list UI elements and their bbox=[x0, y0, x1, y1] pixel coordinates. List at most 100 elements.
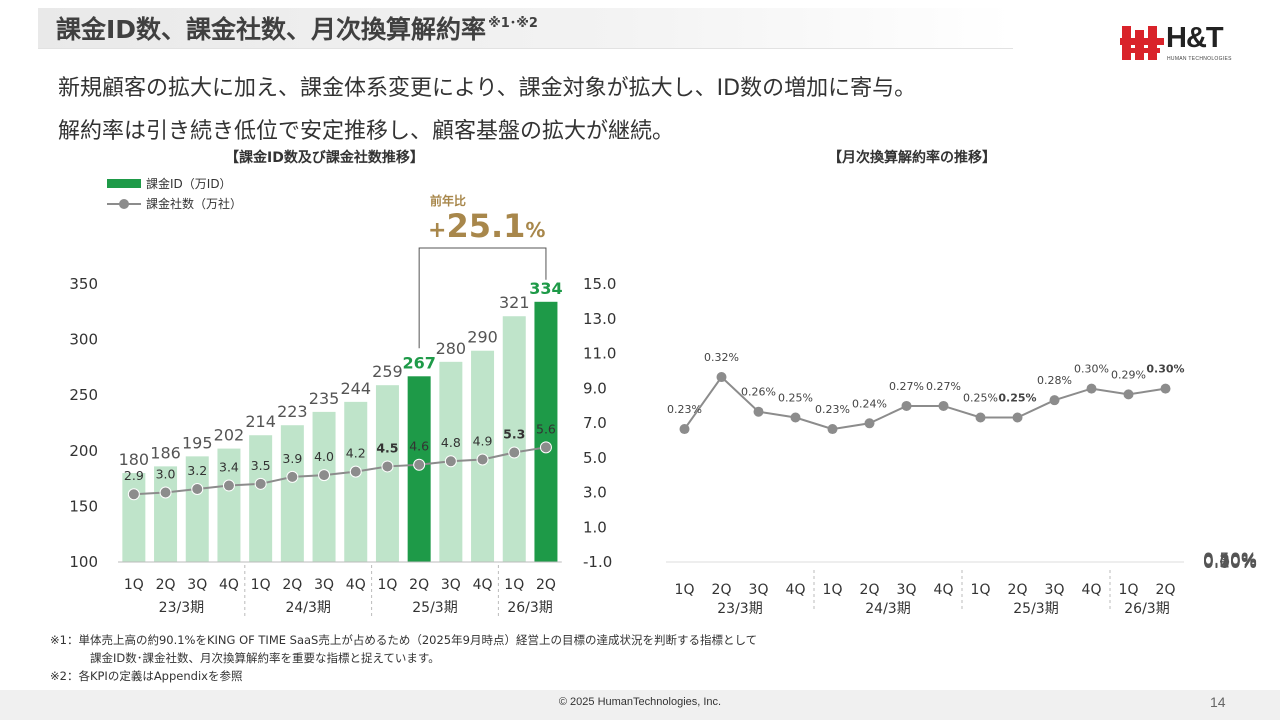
right-axis-tick: 11.0 bbox=[583, 345, 616, 363]
rate-value-label: 0.25% bbox=[998, 392, 1036, 405]
rate-axis-tick: 0.20% bbox=[1203, 552, 1257, 572]
footnote-1-cont: 課金ID数･課金社数、月次換算解約率を重要な指標と捉えています。 bbox=[90, 651, 440, 665]
legend-bar: 課金ID（万ID） bbox=[107, 175, 232, 192]
line-value-label: 4.5 bbox=[376, 440, 398, 455]
legend-line-swatch bbox=[107, 198, 141, 210]
right-group-label: 23/3期 bbox=[717, 601, 762, 617]
rate-point bbox=[938, 400, 949, 411]
yoy-label: 前年比 bbox=[430, 194, 467, 208]
rate-axis-tick: 0.50% bbox=[1203, 550, 1257, 570]
rate-point bbox=[753, 406, 764, 417]
line-point bbox=[381, 460, 394, 473]
rate-value-label: 0.27% bbox=[926, 380, 961, 393]
left-axis-tick: 350 bbox=[69, 275, 98, 293]
right-category-label: 1Q bbox=[971, 582, 991, 598]
rate-value-label: 0.28% bbox=[1037, 374, 1072, 387]
legend-line-label: 課金社数（万社） bbox=[146, 197, 243, 211]
title-note: ※1･※2 bbox=[488, 16, 538, 31]
yoy-number: 25.1 bbox=[446, 207, 526, 245]
line-value-label: 4.2 bbox=[346, 446, 366, 461]
right-axis-tick: 3.0 bbox=[583, 484, 607, 502]
rate-point bbox=[975, 412, 986, 423]
kpi-charts: 100 150 200 250 300 350 -1.0 1.0 3.0 5.0 7.0 9.0 11.… bbox=[69, 247, 1257, 618]
line-value-label: 3.4 bbox=[219, 460, 239, 475]
line-point bbox=[318, 469, 331, 482]
bar bbox=[344, 401, 368, 562]
copyright: © 2025 HumanTechnologies, Inc. bbox=[558, 696, 722, 708]
line-value-label: 4.8 bbox=[441, 435, 461, 450]
bar bbox=[312, 411, 336, 562]
rate-value-label: 0.32% bbox=[704, 351, 739, 364]
left-category-label: 1Q bbox=[124, 577, 144, 593]
rate-point bbox=[679, 424, 690, 435]
right-axis-tick: 5.0 bbox=[583, 449, 607, 467]
rate-value-label: 0.29% bbox=[1111, 368, 1146, 381]
left-category-label: 3Q bbox=[314, 577, 334, 593]
rate-point bbox=[864, 418, 875, 429]
yoy-sign: + bbox=[428, 218, 447, 243]
left-category-label: 4Q bbox=[219, 577, 239, 593]
line-value-label: 3.0 bbox=[156, 467, 176, 482]
line-point bbox=[159, 486, 172, 499]
line-value-label: 4.0 bbox=[314, 449, 334, 464]
left-chart-title: 【課金ID数及び課金社数推移】 bbox=[225, 150, 424, 166]
left-axis-tick: 100 bbox=[69, 553, 98, 571]
bar-value-label: 186 bbox=[150, 443, 181, 462]
rate-point bbox=[790, 412, 801, 423]
yoy-unit: % bbox=[525, 218, 546, 242]
legend-line: 課金社数（万社） bbox=[107, 195, 242, 212]
bar bbox=[217, 448, 241, 562]
line-value-label: 2.9 bbox=[124, 468, 144, 483]
right-category-label: 3Q bbox=[897, 582, 917, 598]
line-value-label: 5.3 bbox=[503, 427, 525, 442]
yoy-value: +25.1% bbox=[428, 207, 545, 245]
bar-value-label: 202 bbox=[214, 426, 245, 445]
lead-line-2: 解約率は引き続き低位で安定推移し、顧客基盤の拡大が継続。 bbox=[58, 119, 675, 144]
rate-point bbox=[1160, 383, 1171, 394]
legend-bar-label: 課金ID（万ID） bbox=[146, 177, 232, 191]
rate-axis-tick: 0.40% bbox=[1203, 551, 1257, 571]
line-point bbox=[413, 458, 426, 471]
right-category-label: 1Q bbox=[1119, 582, 1139, 598]
line-point bbox=[476, 453, 489, 466]
right-group-label: 26/3期 bbox=[1124, 601, 1169, 617]
bar-value-label: 267 bbox=[402, 353, 435, 372]
bar bbox=[280, 425, 304, 562]
rate-value-label: 0.26% bbox=[741, 386, 776, 399]
line-value-label: 4.9 bbox=[473, 433, 493, 448]
rate-point bbox=[1123, 389, 1134, 400]
page-title: 課金ID数、課金社数、月次換算解約率 ※1･※2 bbox=[56, 15, 538, 44]
right-category-label: 4Q bbox=[1082, 582, 1102, 598]
right-category-label: 2Q bbox=[712, 582, 732, 598]
lead-line-1: 新規顧客の拡大に加え、課金体系変更により、課金対象が拡大し、ID数の増加に寄与。 bbox=[58, 76, 917, 101]
line-value-label: 5.6 bbox=[536, 421, 556, 436]
bar bbox=[122, 473, 146, 562]
rate-point bbox=[716, 372, 727, 383]
left-group-label: 25/3期 bbox=[412, 600, 457, 616]
page-number: 14 bbox=[1210, 694, 1226, 710]
left-category-label: 4Q bbox=[346, 577, 366, 593]
rate-point bbox=[827, 424, 838, 435]
churn-rate-line bbox=[683, 375, 1166, 431]
bar bbox=[249, 435, 273, 562]
logo-text: H&T bbox=[1166, 22, 1224, 54]
bar bbox=[534, 301, 558, 562]
right-axis-tick: 7.0 bbox=[583, 414, 607, 432]
right-axis-tick: 9.0 bbox=[583, 379, 607, 397]
right-axis-tick: 13.0 bbox=[583, 310, 616, 328]
bar bbox=[185, 456, 209, 562]
footnote-1: ※1：単体売上高の約90.1%をKING OF TIME SaaS売上が占めるた… bbox=[50, 633, 758, 647]
rate-axis-tick: 0.00% bbox=[1203, 553, 1257, 573]
rate-point bbox=[1049, 395, 1060, 406]
left-group-label: 24/3期 bbox=[285, 600, 330, 616]
bar bbox=[154, 466, 178, 562]
left-axis-tick: 200 bbox=[69, 442, 98, 460]
rate-value-label: 0.30% bbox=[1146, 363, 1184, 376]
line-point bbox=[444, 455, 457, 468]
bar-value-label: 244 bbox=[340, 379, 371, 398]
bar-value-label: 334 bbox=[529, 279, 562, 298]
line-value-label: 3.9 bbox=[282, 451, 302, 466]
bar-value-label: 214 bbox=[245, 412, 276, 431]
left-category-label: 1Q bbox=[377, 577, 397, 593]
rate-point bbox=[901, 400, 912, 411]
